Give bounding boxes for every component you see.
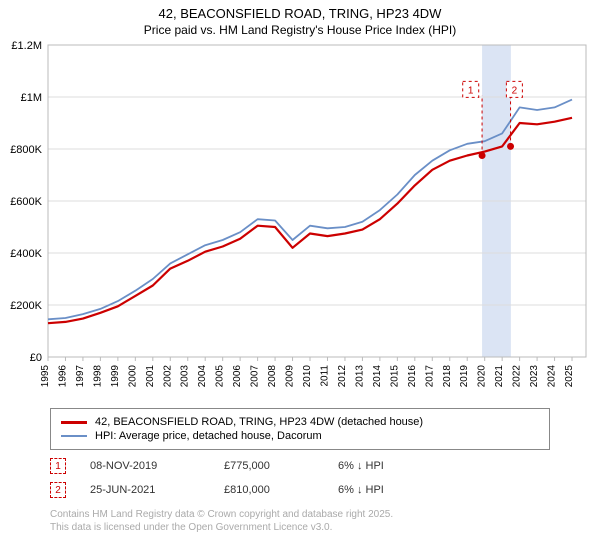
svg-text:2014: 2014	[372, 365, 383, 388]
svg-text:2004: 2004	[197, 365, 208, 388]
svg-text:£800K: £800K	[10, 144, 42, 156]
svg-text:2024: 2024	[547, 365, 558, 388]
svg-text:2020: 2020	[477, 365, 488, 388]
legend-label-property: 42, BEACONSFIELD ROAD, TRING, HP23 4DW (…	[95, 416, 423, 428]
svg-text:£1.2M: £1.2M	[11, 40, 42, 52]
svg-text:1997: 1997	[75, 365, 86, 388]
datapoint-delta: 6% ↓ HPI	[338, 484, 428, 496]
svg-text:2018: 2018	[442, 365, 453, 388]
chart-svg: £0£200K£400K£600K£800K£1M£1.2M1995199619…	[44, 41, 590, 401]
svg-text:2012: 2012	[337, 365, 348, 388]
footer-attribution: Contains HM Land Registry data © Crown c…	[50, 508, 393, 534]
svg-text:2025: 2025	[564, 365, 575, 388]
svg-text:2011: 2011	[319, 365, 330, 387]
datapoint-list: 1 08-NOV-2019 £775,000 6% ↓ HPI 2 25-JUN…	[50, 454, 570, 502]
footer-line2: This data is licensed under the Open Gov…	[50, 521, 393, 534]
svg-text:2013: 2013	[354, 365, 365, 388]
svg-text:2010: 2010	[302, 365, 313, 388]
legend-label-hpi: HPI: Average price, detached house, Daco…	[95, 430, 322, 442]
chart-title-line2: Price paid vs. HM Land Registry's House …	[0, 21, 600, 41]
legend-box: 42, BEACONSFIELD ROAD, TRING, HP23 4DW (…	[50, 408, 550, 450]
svg-text:2023: 2023	[529, 365, 540, 388]
legend-swatch-hpi	[61, 435, 87, 437]
svg-text:1998: 1998	[92, 365, 103, 388]
svg-text:2007: 2007	[250, 365, 261, 388]
svg-text:2008: 2008	[267, 365, 278, 388]
chart-plot-area: £0£200K£400K£600K£800K£1M£1.2M1995199619…	[44, 41, 590, 361]
svg-text:2022: 2022	[512, 365, 523, 388]
svg-text:2006: 2006	[232, 365, 243, 388]
svg-text:2019: 2019	[459, 365, 470, 388]
svg-text:£1M: £1M	[21, 92, 42, 104]
svg-text:2002: 2002	[162, 365, 173, 388]
svg-text:2009: 2009	[285, 365, 296, 388]
svg-text:£600K: £600K	[10, 196, 42, 208]
svg-text:2016: 2016	[407, 365, 418, 388]
datapoint-price: £810,000	[224, 484, 314, 496]
svg-text:2017: 2017	[424, 365, 435, 388]
svg-text:2021: 2021	[494, 365, 505, 388]
svg-text:1996: 1996	[57, 365, 68, 388]
chart-container: 42, BEACONSFIELD ROAD, TRING, HP23 4DW P…	[0, 0, 600, 560]
datapoint-price: £775,000	[224, 460, 314, 472]
svg-text:1999: 1999	[110, 365, 121, 388]
svg-text:2000: 2000	[127, 365, 138, 388]
datapoint-row: 1 08-NOV-2019 £775,000 6% ↓ HPI	[50, 454, 570, 478]
datapoint-date: 25-JUN-2021	[90, 484, 200, 496]
svg-text:2: 2	[512, 85, 518, 96]
svg-text:1995: 1995	[40, 365, 51, 388]
svg-text:1: 1	[468, 85, 474, 96]
footer-line1: Contains HM Land Registry data © Crown c…	[50, 508, 393, 521]
svg-text:2015: 2015	[389, 365, 400, 388]
datapoint-date: 08-NOV-2019	[90, 460, 200, 472]
chart-title-line1: 42, BEACONSFIELD ROAD, TRING, HP23 4DW	[0, 0, 600, 21]
legend-swatch-property	[61, 421, 87, 424]
svg-text:£0: £0	[30, 352, 42, 364]
datapoint-marker-2: 2	[50, 482, 66, 498]
svg-text:2003: 2003	[180, 365, 191, 388]
svg-text:2001: 2001	[145, 365, 156, 388]
svg-text:£400K: £400K	[10, 248, 42, 260]
legend-row-property: 42, BEACONSFIELD ROAD, TRING, HP23 4DW (…	[61, 415, 539, 429]
datapoint-row: 2 25-JUN-2021 £810,000 6% ↓ HPI	[50, 478, 570, 502]
svg-text:2005: 2005	[215, 365, 226, 388]
datapoint-marker-1: 1	[50, 458, 66, 474]
datapoint-delta: 6% ↓ HPI	[338, 460, 428, 472]
legend-row-hpi: HPI: Average price, detached house, Daco…	[61, 429, 539, 443]
svg-text:£200K: £200K	[10, 300, 42, 312]
